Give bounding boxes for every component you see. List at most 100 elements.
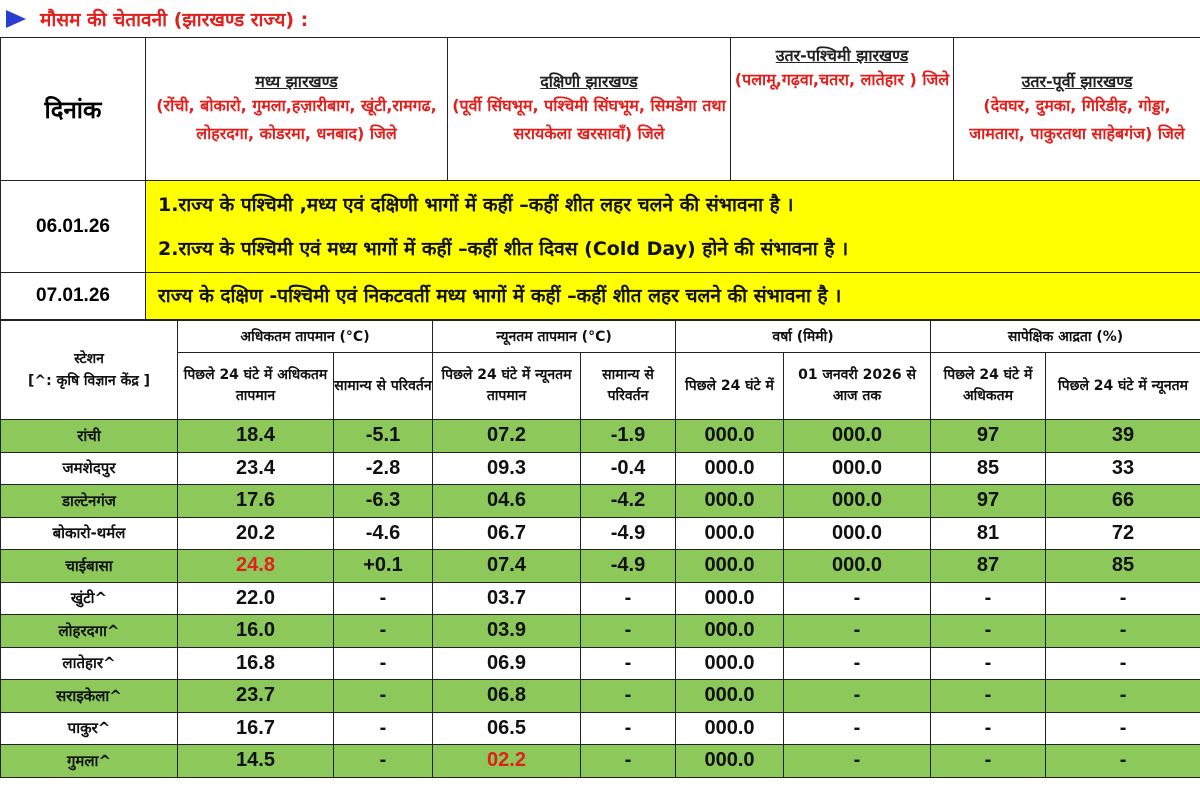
station-header: स्टेशन [^: कृषि विज्ञान केंद्र ] <box>0 320 178 420</box>
value-cell: 000.0 <box>675 711 784 745</box>
value-cell: -0.4 <box>580 451 676 485</box>
table-row: गुमला^ 14.5-02.2-000.0- - - <box>0 744 1200 778</box>
value-cell: 000.0 <box>782 419 932 453</box>
value-cell: 000.0 <box>675 679 784 713</box>
value-cell: 000.0 <box>675 549 784 583</box>
value-cell: 02.2 <box>432 744 581 778</box>
sub-header-row: पिछले 24 घंटे में अधिकतम तापमान सामान्य … <box>1 352 1200 420</box>
warning-title-text: मौसम की चेतावनी (झारखण्ड राज्य) : <box>40 9 309 31</box>
value-cell: - <box>1045 581 1200 615</box>
value-cell: - <box>333 646 433 680</box>
station-name: गुमला^ <box>0 744 178 778</box>
value-cell: 000.0 <box>675 646 784 680</box>
value-cell: - <box>333 711 433 745</box>
value-cell: 06.5 <box>432 711 581 745</box>
warning-table: दिनांक मध्य झारखण्ड (रोंची, बोकारो, गुमला… <box>0 37 1200 320</box>
value-cell: - <box>580 646 676 680</box>
value-cell: 04.6 <box>432 484 581 518</box>
region-name: उतर-पश्चिमी झारखण्ड <box>775 46 909 65</box>
value-cell: 85 <box>930 451 1047 485</box>
value-cell: +0.1 <box>333 549 433 583</box>
region-districts: (पलामू,गढ़वा,चतरा, लातेहार ) जिले <box>734 70 950 89</box>
station-name: डाल्टेनगंज <box>0 484 178 518</box>
value-cell: 16.8 <box>177 646 334 680</box>
region-cell: दक्षिणी झारखण्ड (पूर्वी सिंघभूम, पश्चिमी … <box>447 37 731 181</box>
value-cell: - <box>782 711 932 745</box>
value-cell: 07.2 <box>432 419 581 453</box>
value-cell: 18.4 <box>177 419 334 453</box>
station-name: चाईबासा <box>0 549 178 583</box>
value-cell: - <box>1045 744 1200 778</box>
warning-line: 2.राज्य के पश्चिमी एवं मध्य भागों में कह… <box>158 237 849 260</box>
value-cell: 000.0 <box>675 516 784 550</box>
table-row: लोहरदगा^ 16.0-03.9-000.0- - - <box>0 614 1200 648</box>
value-cell: 000.0 <box>782 451 932 485</box>
value-cell: - <box>1045 711 1200 745</box>
warning-date: 06.01.26 <box>0 180 146 273</box>
value-cell: - <box>930 711 1047 745</box>
value-cell: - <box>1045 614 1200 648</box>
table-row: बोकारो-थर्मल 20.2 -4.6 06.7 -4.9 000.0 000.0 81… <box>0 516 1200 550</box>
value-cell: 24.8 <box>177 549 334 583</box>
value-cell: -4.9 <box>580 549 676 583</box>
sub-header: सामान्य से परिवर्तन <box>333 352 433 420</box>
value-cell: 16.0 <box>177 614 334 648</box>
region-cell: उतर-पूर्वी झारखण्ड (देवघर, दुमका, गिरिडीह… <box>953 37 1200 181</box>
value-cell: 39 <box>1045 419 1200 453</box>
value-cell: - <box>782 646 932 680</box>
value-cell: - <box>580 711 676 745</box>
table-row: रांची 18.4 -5.1 07.2 -1.9 000.0 000.0 97 39 <box>0 419 1200 453</box>
warning-header-row: दिनांक मध्य झारखण्ड (रोंची, बोकारो, गुमला… <box>0 37 1200 181</box>
value-cell: 17.6 <box>177 484 334 518</box>
table-row: जमशेदपुर 23.4 -2.8 09.3 -0.4 000.0 000.0 85 33 <box>0 451 1200 485</box>
value-cell: 97 <box>930 419 1047 453</box>
station-name: लोहरदगा^ <box>0 614 178 648</box>
value-cell: - <box>782 679 932 713</box>
value-cell: 000.0 <box>675 581 784 615</box>
value-cell: - <box>580 679 676 713</box>
sub-header: पिछले 24 घंटे में अधिकतम <box>930 352 1047 420</box>
value-cell: 97 <box>930 484 1047 518</box>
value-cell: 06.8 <box>432 679 581 713</box>
region-cell: मध्य झारखण्ड (रोंची, बोकारो, गुमला,हज़ारी… <box>145 37 448 181</box>
value-cell: 03.9 <box>432 614 581 648</box>
table-row: पाकुर^ 16.7-06.5-000.0- - - <box>0 711 1200 745</box>
value-cell: 22.0 <box>177 581 334 615</box>
value-cell: -4.2 <box>580 484 676 518</box>
table-row: डाल्टेनगंज 17.6 -6.3 04.6 -4.2 000.0 000.0 97 66 <box>0 484 1200 518</box>
group-header: न्यूनतम तापमान (°C) <box>432 320 676 353</box>
value-cell: 87 <box>930 549 1047 583</box>
date-header: दिनांक <box>0 37 146 181</box>
value-cell: - <box>580 614 676 648</box>
value-cell: 85 <box>1045 549 1200 583</box>
region-districts: (पूर्वी सिंघभूम, पश्चिमी सिंघभूम, सिमडेग… <box>452 96 726 143</box>
sub-header: पिछले 24 घंटे में न्यूनतम तापमान <box>432 352 581 420</box>
region-name: मध्य झारखण्ड <box>255 72 338 91</box>
sub-header: पिछले 24 घंटे में <box>675 352 784 420</box>
station-name: बोकारो-थर्मल <box>0 516 178 550</box>
value-cell: - <box>580 581 676 615</box>
sub-header: पिछले 24 घंटे में अधिकतम तापमान <box>177 352 334 420</box>
group-header: सापेक्षिक आद्रता (%) <box>930 320 1200 353</box>
table-row: लातेहार^ 16.8-06.9-000.0- - - <box>0 646 1200 680</box>
value-cell: - <box>782 614 932 648</box>
value-cell: 06.9 <box>432 646 581 680</box>
region-cell: उतर-पश्चिमी झारखण्ड (पलामू,गढ़वा,चतरा, ला… <box>730 37 954 181</box>
value-cell: 000.0 <box>782 516 932 550</box>
warning-day-row: 07.01.26 राज्य के दक्षिण -पश्चिमी एवं नि… <box>0 272 1200 320</box>
value-cell: -4.9 <box>580 516 676 550</box>
station-name: खुंटी^ <box>0 581 178 615</box>
warning-date: 07.01.26 <box>0 272 146 320</box>
value-cell: - <box>1045 646 1200 680</box>
region-districts: (रोंची, बोकारो, गुमला,हज़ारीबाग, खूंटी,र… <box>156 96 437 143</box>
observations-table: स्टेशन [^: कृषि विज्ञान केंद्र ] अधिकतम … <box>0 320 1200 778</box>
value-cell: -1.9 <box>580 419 676 453</box>
group-header: वर्षा (मिमी) <box>674 320 932 353</box>
sub-header: 01 जनवरी 2026 से आज तक <box>782 352 932 420</box>
value-cell: -5.1 <box>333 419 433 453</box>
value-cell: - <box>930 679 1047 713</box>
value-cell: - <box>930 646 1047 680</box>
region-name: दक्षिणी झारखण्ड <box>540 72 638 91</box>
table-row: खुंटी^ 22.0-03.7-000.0- - - <box>0 581 1200 615</box>
arrow-bullet-icon <box>6 10 26 28</box>
